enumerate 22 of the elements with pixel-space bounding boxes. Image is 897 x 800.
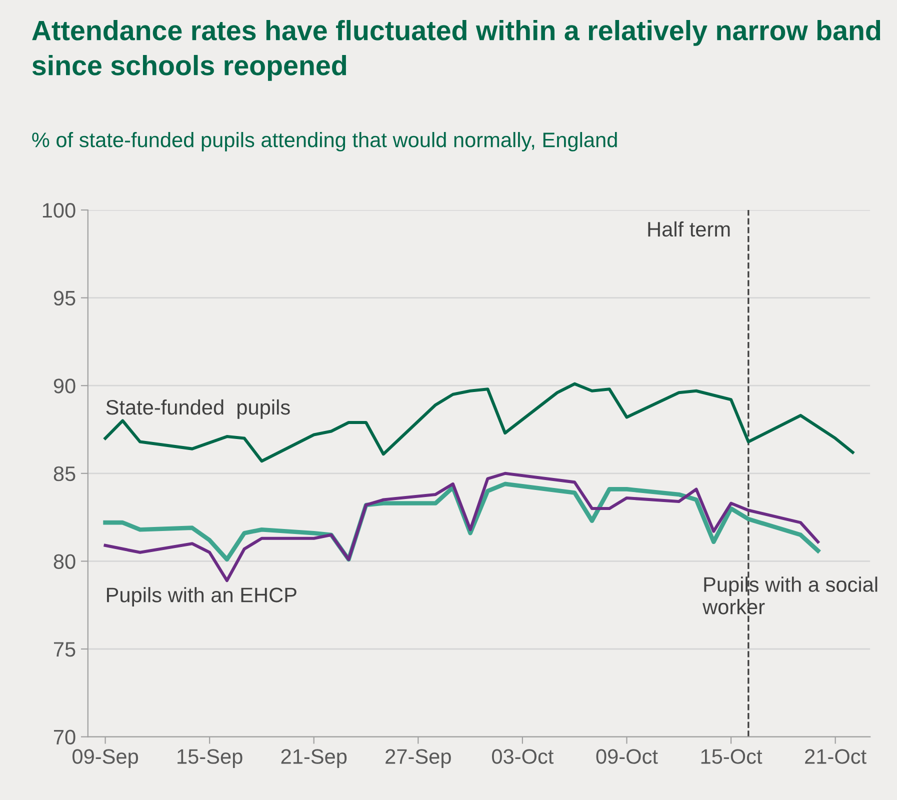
x-tick-label: 09-Sep [72,749,138,768]
x-tick-label: 15-Oct [701,749,762,764]
x-tick-label: 15-Sep [178,749,242,768]
y-tick-label: 100 [42,203,76,218]
y-tick-label: 95 [54,290,76,306]
y-tick-label: 85 [54,466,76,482]
chart-title: Attendance rates have fluctuated within a relatively narrow band since schools reopened [32,20,880,81]
chart-subtitle: % of state-funded pupils attending that would normally, England [32,132,617,152]
ref-line-label: Half term [648,221,730,237]
x-tick-label: 27-Sep [386,749,451,768]
series-label: Pupils with a social worker [702,576,878,614]
y-tick-label: 70 [54,730,76,745]
y-tick-label: 80 [54,554,76,569]
x-tick-label: 21-Sep [281,749,347,768]
series-label: State-funded pupils [106,399,290,419]
line-series [104,382,854,463]
x-tick-label: 03-Oct [492,749,554,764]
x-tick-label: 09-Oct [596,749,658,764]
y-tick-label: 75 [54,642,76,657]
series-label: Pupils with an EHCP [106,587,296,606]
y-tick-label: 90 [54,378,76,394]
x-tick-label: 21-Oct [805,749,866,764]
